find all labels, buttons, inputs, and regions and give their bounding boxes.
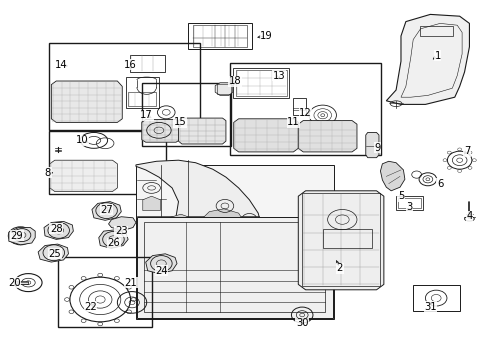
Polygon shape bbox=[298, 121, 356, 152]
Bar bbox=[58, 257, 151, 327]
Text: 10: 10 bbox=[76, 135, 88, 145]
Text: 28: 28 bbox=[50, 224, 62, 234]
Text: 5: 5 bbox=[397, 191, 404, 201]
Polygon shape bbox=[215, 83, 232, 95]
Bar bbox=[130, 55, 165, 72]
Text: 17: 17 bbox=[140, 110, 153, 120]
Polygon shape bbox=[108, 217, 136, 230]
Text: 4: 4 bbox=[466, 211, 471, 221]
Text: 18: 18 bbox=[228, 76, 241, 86]
Text: 1: 1 bbox=[433, 51, 440, 61]
Text: 24: 24 bbox=[155, 266, 167, 276]
Text: 30: 30 bbox=[295, 318, 308, 328]
Text: 21: 21 bbox=[124, 278, 137, 288]
Polygon shape bbox=[142, 120, 180, 142]
Bar bbox=[144, 222, 325, 312]
Polygon shape bbox=[380, 161, 404, 191]
Polygon shape bbox=[298, 191, 383, 290]
Polygon shape bbox=[50, 160, 117, 192]
Bar bbox=[397, 198, 420, 208]
Text: 27: 27 bbox=[100, 204, 113, 215]
Text: 7: 7 bbox=[463, 146, 469, 156]
Bar bbox=[49, 43, 200, 130]
Text: 9: 9 bbox=[373, 143, 380, 153]
Text: 15: 15 bbox=[173, 117, 186, 127]
Bar bbox=[128, 92, 156, 106]
Polygon shape bbox=[165, 214, 198, 241]
Bar bbox=[136, 165, 333, 319]
Text: 11: 11 bbox=[286, 117, 299, 127]
Polygon shape bbox=[365, 132, 378, 158]
Bar bbox=[216, 84, 231, 94]
Polygon shape bbox=[99, 230, 128, 248]
Bar bbox=[142, 83, 230, 146]
Text: 16: 16 bbox=[124, 60, 137, 70]
Text: 14: 14 bbox=[55, 60, 67, 70]
Polygon shape bbox=[9, 228, 35, 245]
Polygon shape bbox=[145, 254, 177, 274]
Polygon shape bbox=[142, 196, 160, 211]
Bar bbox=[229, 63, 381, 155]
Polygon shape bbox=[233, 119, 298, 152]
Bar bbox=[137, 217, 332, 318]
Polygon shape bbox=[199, 209, 245, 246]
Polygon shape bbox=[136, 160, 261, 271]
Bar bbox=[188, 23, 251, 49]
Bar bbox=[126, 77, 159, 108]
Text: 26: 26 bbox=[107, 238, 120, 248]
Text: 8: 8 bbox=[45, 168, 51, 178]
Text: 23: 23 bbox=[115, 226, 127, 236]
Polygon shape bbox=[38, 244, 68, 262]
Text: 6: 6 bbox=[436, 179, 443, 189]
Bar bbox=[233, 68, 289, 98]
Text: 19: 19 bbox=[260, 31, 272, 41]
Text: 13: 13 bbox=[272, 71, 285, 81]
Text: 2: 2 bbox=[336, 263, 343, 273]
Polygon shape bbox=[44, 221, 73, 239]
Polygon shape bbox=[386, 14, 468, 104]
Text: 20: 20 bbox=[8, 278, 21, 288]
Text: 12: 12 bbox=[299, 108, 311, 118]
Bar bbox=[293, 98, 305, 115]
Bar bbox=[395, 196, 422, 210]
Text: 31: 31 bbox=[423, 302, 436, 312]
Polygon shape bbox=[178, 118, 225, 144]
Polygon shape bbox=[138, 218, 163, 238]
Bar bbox=[419, 26, 452, 36]
Polygon shape bbox=[51, 81, 122, 122]
Bar bbox=[322, 229, 371, 248]
Bar bbox=[14, 281, 28, 284]
Bar bbox=[235, 70, 286, 96]
Bar bbox=[302, 193, 380, 286]
Text: 29: 29 bbox=[11, 231, 23, 241]
Polygon shape bbox=[92, 202, 121, 220]
Text: 3: 3 bbox=[406, 202, 412, 212]
Text: 25: 25 bbox=[48, 249, 61, 259]
Bar bbox=[193, 25, 246, 47]
Text: 22: 22 bbox=[84, 302, 97, 312]
Bar bbox=[412, 285, 459, 311]
Bar bbox=[49, 131, 166, 194]
